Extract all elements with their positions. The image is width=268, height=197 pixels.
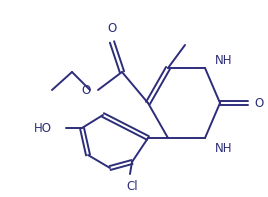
Text: NH: NH xyxy=(215,141,233,154)
Text: Cl: Cl xyxy=(126,180,138,193)
Text: O: O xyxy=(82,84,91,97)
Text: NH: NH xyxy=(215,54,233,67)
Text: O: O xyxy=(107,22,117,35)
Text: HO: HO xyxy=(34,122,52,135)
Text: O: O xyxy=(254,97,263,110)
